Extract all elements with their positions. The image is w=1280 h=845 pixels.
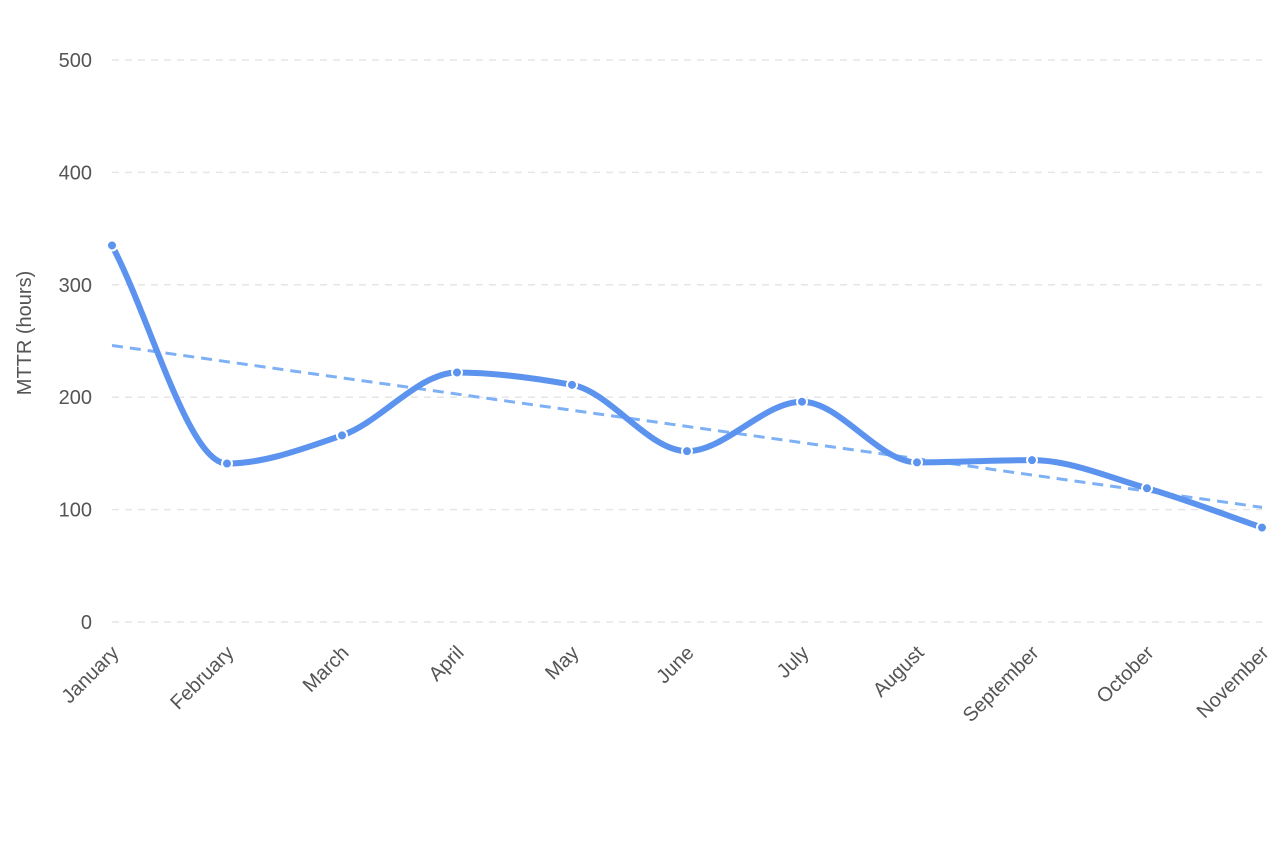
x-tick-label: January: [58, 642, 124, 708]
y-tick-label: 0: [81, 612, 92, 634]
x-tick-label: April: [425, 642, 469, 686]
data-point[interactable]: [911, 456, 923, 469]
data-point[interactable]: [681, 445, 693, 458]
grid-lines: [112, 59, 1262, 623]
series-line: [109, 242, 1265, 531]
x-tick-label: May: [541, 642, 583, 684]
y-tick-label: 100: [59, 500, 92, 522]
data-point[interactable]: [106, 239, 118, 252]
data-points: [106, 239, 1268, 534]
x-tick-label: July: [773, 642, 814, 683]
trend-line: [111, 344, 1263, 509]
trendline: [111, 344, 1263, 509]
y-axis-title: MTTR (hours): [14, 271, 36, 395]
data-point[interactable]: [1141, 482, 1153, 495]
x-tick-label: February: [166, 642, 238, 714]
data-point[interactable]: [336, 429, 348, 442]
x-tick-label: March: [299, 642, 354, 697]
y-tick-label: 400: [59, 162, 92, 184]
y-tick-label: 500: [59, 50, 92, 72]
data-point[interactable]: [1256, 521, 1268, 534]
data-point[interactable]: [451, 366, 463, 379]
y-tick-label: 200: [59, 387, 92, 409]
data-point[interactable]: [566, 378, 578, 391]
data-point[interactable]: [1026, 454, 1038, 467]
x-tick-label: September: [959, 642, 1044, 727]
x-tick-label: October: [1093, 642, 1159, 708]
x-tick-label: November: [1193, 642, 1274, 723]
data-point[interactable]: [796, 395, 808, 408]
y-axis-ticks: 0 100 200 300 400 500: [59, 50, 92, 634]
x-axis-ticks: January February March April May June July Augu…: [58, 642, 1274, 727]
y-tick-label: 300: [59, 275, 92, 297]
series-lines: [109, 242, 1265, 531]
x-tick-label: August: [869, 642, 929, 702]
x-tick-label: June: [652, 642, 698, 688]
data-point[interactable]: [221, 457, 233, 470]
